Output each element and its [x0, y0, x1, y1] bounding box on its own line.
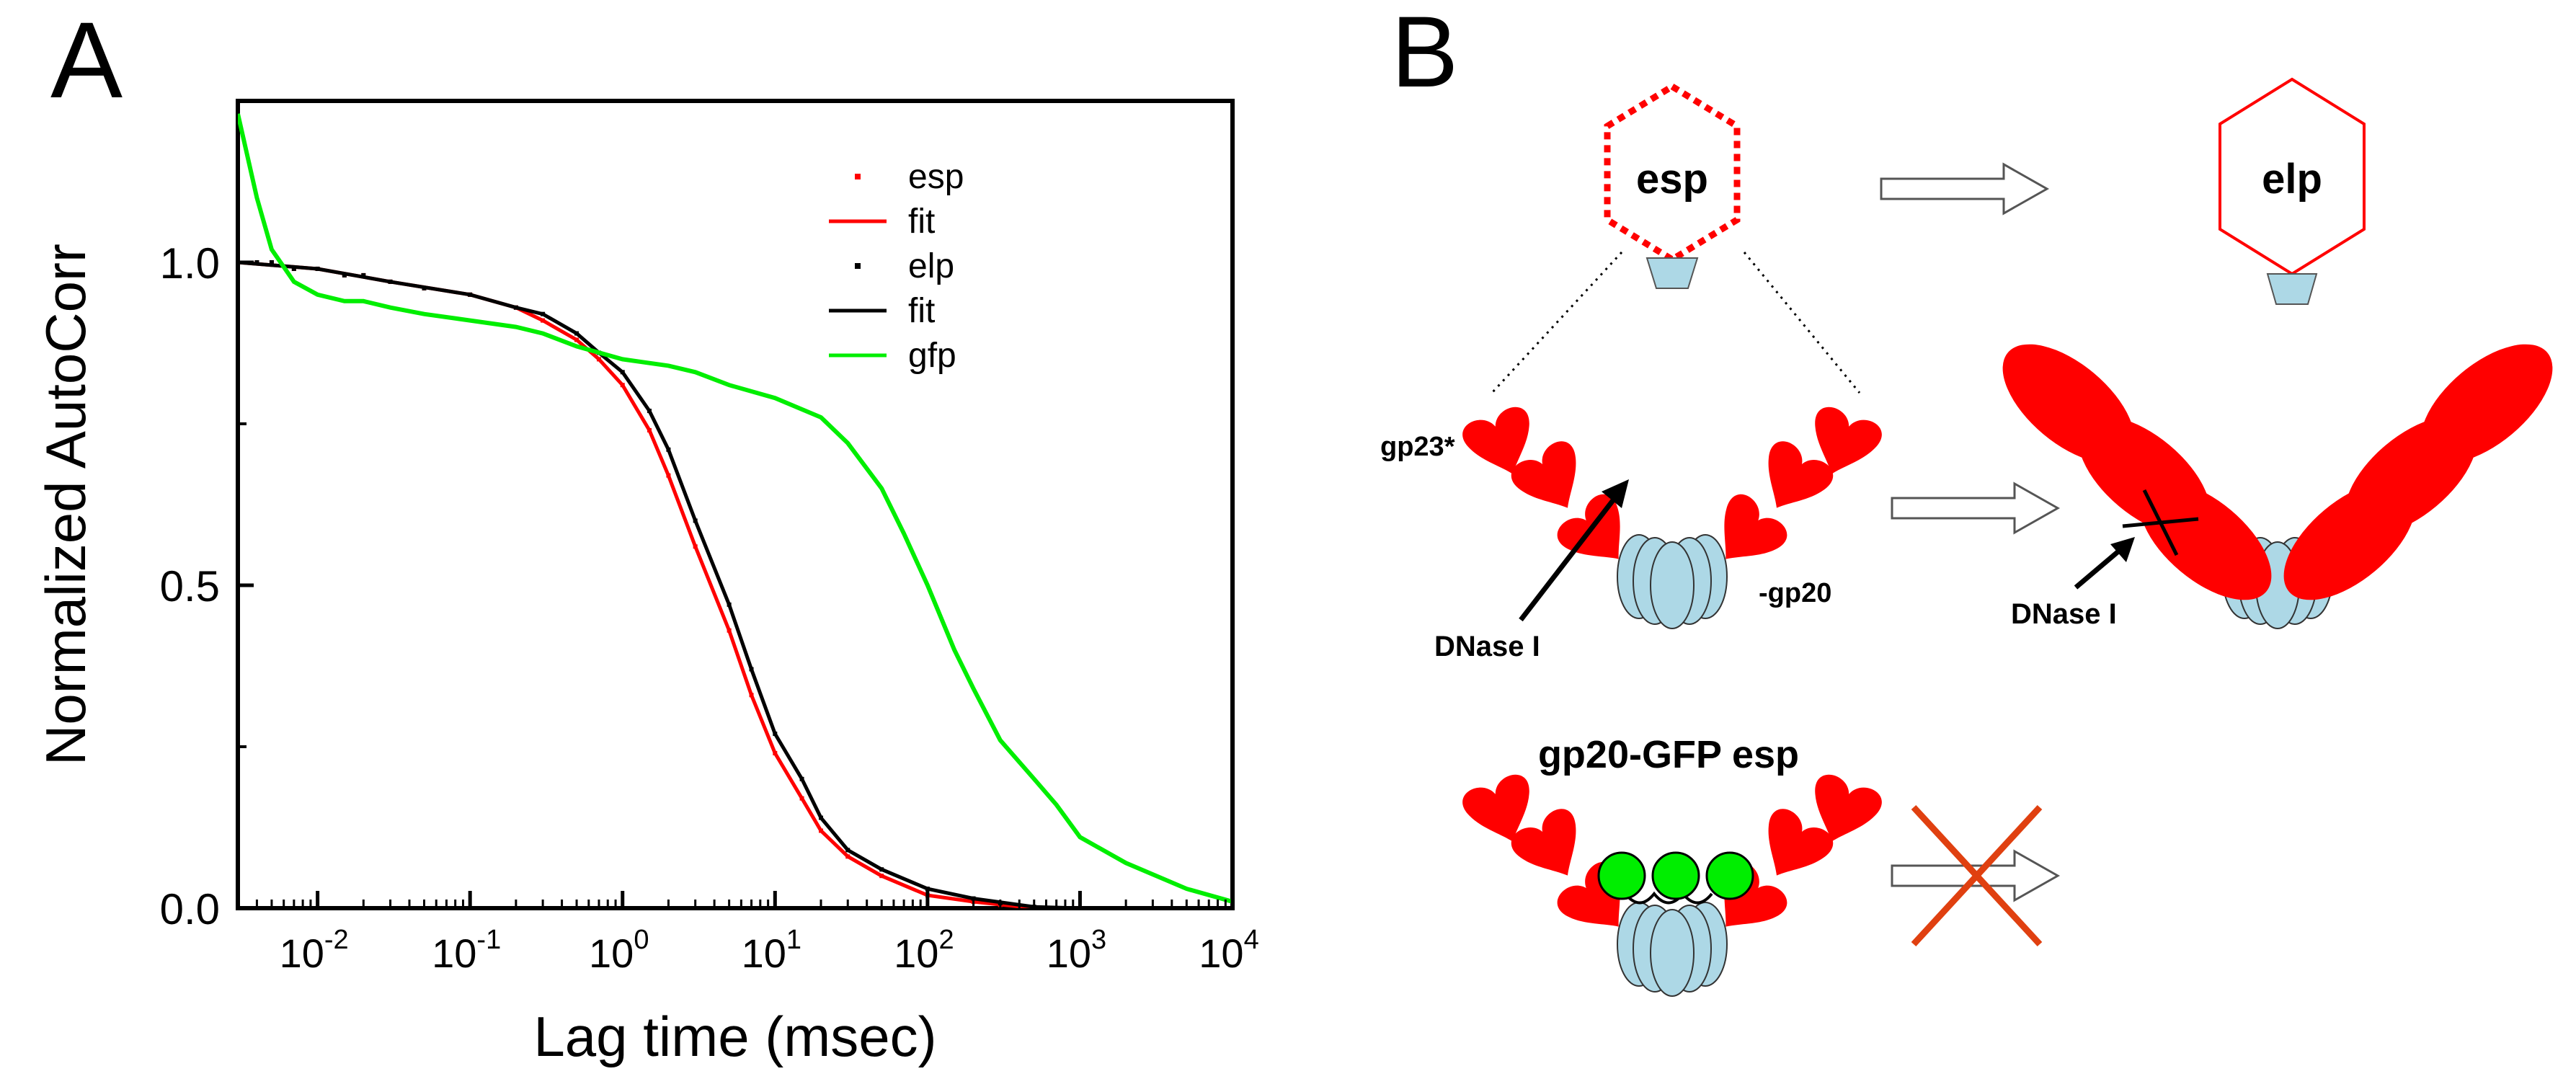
- autocorrelation-chart: 0.00.51.010-2 10-1 100 101 102 103 104 espfite…: [34, 99, 1259, 1068]
- gp23-label: gp23*: [1380, 432, 1455, 462]
- dnase-label-left: DNase I: [1434, 631, 1540, 662]
- dnase-arrow-right: [2074, 546, 2125, 590]
- x-tick-label: 100: [589, 925, 649, 976]
- x-tick-label: 103: [1047, 925, 1106, 976]
- elp-cross-section: DNase I: [2002, 344, 2553, 630]
- hexagon-capsid-icon: [1604, 82, 1741, 264]
- gfp-ball-icon: [1597, 851, 1646, 900]
- data-point-elp: [291, 266, 296, 271]
- esp-cross-section: gp23* -gp20 DNase I: [1380, 403, 1886, 662]
- x-axis-label: Lag time (msec): [533, 1005, 936, 1068]
- legend-label: fit: [908, 203, 935, 241]
- gfp-ball-icon: [1651, 851, 1700, 900]
- x-tick-label: 10-2: [280, 925, 349, 976]
- panel-b-letter: B: [1391, 0, 1458, 108]
- gp23-expanded-right: [2283, 344, 2553, 600]
- arrowhead-icon: [2110, 537, 2135, 562]
- ellipse-subunit-icon: [2283, 481, 2416, 600]
- cross-icon: [1911, 804, 2043, 947]
- gp23-expanded-left: [2002, 344, 2272, 600]
- gp20-label: -gp20: [1759, 578, 1831, 608]
- esp-label: esp: [1636, 156, 1708, 203]
- zoom-line-right: [1743, 252, 1861, 394]
- dnase-arrow-left: [1519, 492, 1620, 622]
- portal-icon: [2266, 273, 2318, 305]
- ellipse-subunit-icon: [2139, 481, 2272, 600]
- plot-frame: [236, 99, 1235, 910]
- elp-capsid: elp: [2219, 77, 2366, 305]
- legend-label: elp: [908, 247, 954, 285]
- portal-stack-icon: [1617, 902, 1728, 997]
- chart-legend: esp fit elp fit gfp: [829, 158, 964, 375]
- panel-a-letter: A: [50, 0, 123, 120]
- arrowhead-icon: [1602, 479, 1629, 508]
- legend-label: esp: [908, 158, 964, 196]
- y-axis-label: Normalized AutoCorr: [34, 244, 97, 765]
- series-line-gfp: [238, 113, 1233, 904]
- elp-label: elp: [2262, 156, 2322, 203]
- x-tick-label: 104: [1199, 925, 1258, 976]
- y-tick-label: 0.5: [160, 562, 220, 610]
- legend-swatch: [855, 174, 861, 179]
- legend-label: fit: [908, 292, 935, 330]
- y-tick-label: 0.0: [160, 885, 220, 933]
- arrow-right-icon: [1891, 482, 2059, 534]
- x-tick-label: 102: [894, 925, 954, 976]
- esp-capsid: esp: [1604, 82, 1741, 289]
- legend-label: gfp: [908, 337, 956, 375]
- x-tick-label: 10-1: [432, 925, 501, 976]
- data-point-elp: [269, 260, 274, 265]
- gfp-ball-icon: [1705, 851, 1754, 900]
- gp20-gfp-esp-section: gp20-GFP esp: [1458, 733, 1886, 997]
- legend-swatch: [855, 263, 861, 269]
- portal-icon: [1645, 257, 1699, 289]
- arrow-right-icon: [1880, 163, 2048, 215]
- dnase-label-right: DNase I: [2011, 598, 2117, 630]
- series-line-fit: [238, 260, 1080, 908]
- portal-stack-icon: [1617, 534, 1728, 629]
- x-tick-label: 101: [742, 925, 801, 976]
- zoom-line-left: [1491, 251, 1623, 394]
- y-tick-label: 1.0: [160, 239, 220, 288]
- gp23-subunits-right: [1699, 403, 1886, 582]
- gfp-linker: [1624, 891, 1713, 905]
- gfp-esp-label: gp20-GFP esp: [1538, 733, 1799, 776]
- blocked-cut-icon: [2122, 489, 2199, 556]
